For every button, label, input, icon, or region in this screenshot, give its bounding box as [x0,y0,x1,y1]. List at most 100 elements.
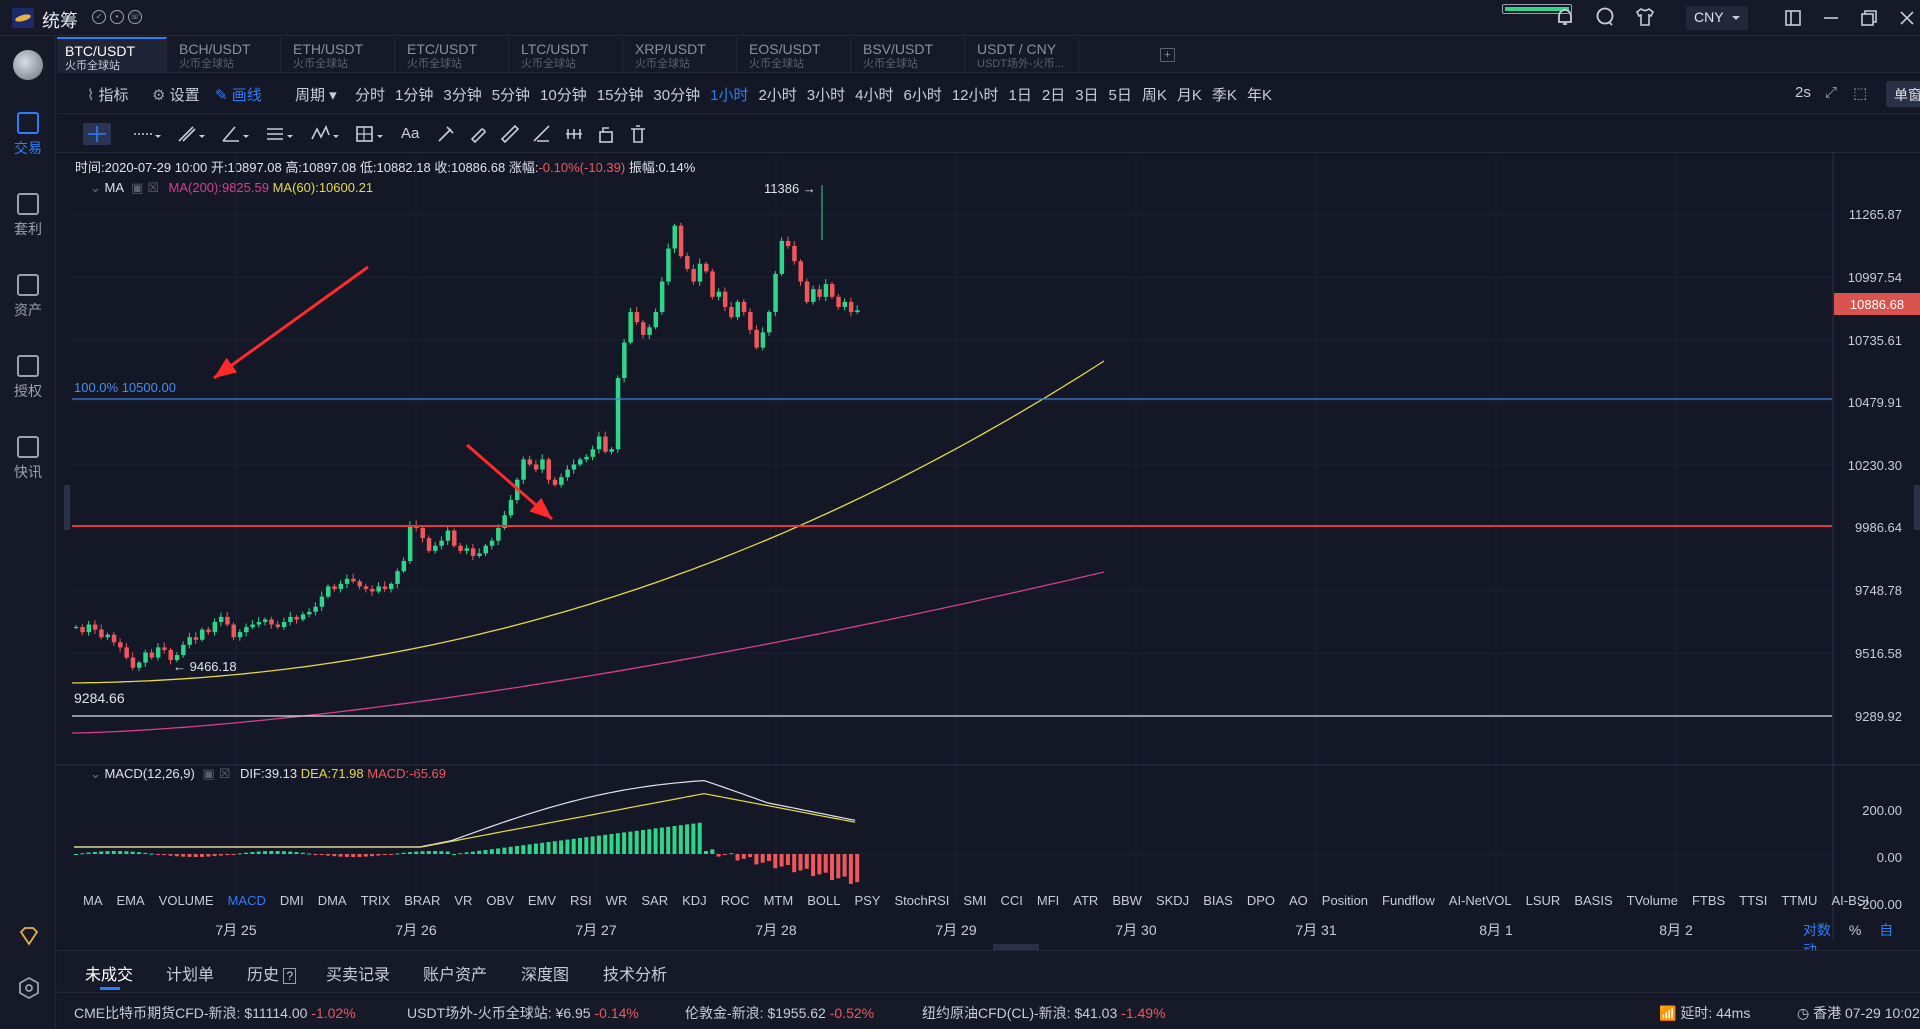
tab-tech-analysis[interactable]: 技术分析 [603,967,668,984]
period-option[interactable]: 3日 [1075,87,1099,104]
drawing-button[interactable]: ✎ 画线 [215,84,262,105]
tab-xrp-usdt[interactable]: XRP/USDT 火币全球站 [627,37,737,73]
period-option[interactable]: 分时 [355,87,386,104]
ticker-item[interactable]: 纽约原油CFD(CL)-新浪: $41.03 -1.49% [922,1003,1166,1023]
tab-bsv-usdt[interactable]: BSV/USDT 火币全球站 [855,37,965,73]
tab-ltc-usdt[interactable]: LTC/USDT 火币全球站 [513,37,623,73]
tab-depth-chart[interactable]: 深度图 [521,967,570,984]
tab-open-orders[interactable]: 未成交 [85,961,133,990]
period-option[interactable]: 季K [1211,87,1237,104]
crosshair-icon[interactable] [83,123,111,145]
indicator-option[interactable]: TRIX [360,893,391,908]
tab-history[interactable]: 历史 ? [247,961,297,985]
measure-tool-icon[interactable] [563,123,585,145]
add-tab-button[interactable]: + [1160,48,1175,62]
tab-usdt-cny[interactable]: USDT / CNY USDT场外-火币... [969,37,1079,73]
indicator-option[interactable]: KDJ [682,893,707,908]
sidebar-item-news[interactable]: 快讯 [0,428,56,498]
percent-scale-toggle[interactable]: % [1848,922,1862,938]
period-option[interactable]: 3小时 [806,87,846,104]
indicator-option[interactable]: DMA [317,893,347,908]
indicator-option[interactable]: BIAS [1203,893,1233,908]
tab-eos-usdt[interactable]: EOS/USDT 火币全球站 [741,37,851,73]
tab-plan-orders[interactable]: 计划单 [166,967,215,984]
tab-bch-usdt[interactable]: BCH/USDT 火币全球站 [171,37,281,73]
indicator-option[interactable]: StochRSI [894,893,950,908]
period-option[interactable]: 5日 [1108,87,1132,104]
indicator-option[interactable]: VR [454,893,473,908]
tab-etc-usdt[interactable]: ETC/USDT 火币全球站 [399,37,509,73]
indicator-option[interactable]: EMA [116,893,145,908]
period-option[interactable]: 2小时 [758,87,797,104]
ticker-item[interactable]: USDT场外-火币全球站: ¥6.95 -0.14% [407,1003,639,1023]
sidebar-item-trade[interactable]: 交易 [0,104,56,174]
indicator-option[interactable]: AI-NetVOL [1448,893,1512,908]
parallel-tool-icon[interactable] [263,123,293,145]
indicator-option[interactable]: MTM [763,893,794,908]
brush-tool-icon[interactable] [435,123,457,145]
period-option[interactable]: 2日 [1041,87,1066,104]
period-option[interactable]: 1小时 [710,87,749,104]
settings-button[interactable]: ⚙ 设置 [152,84,200,105]
indicator-option[interactable]: TTSI [1739,893,1768,908]
period-option[interactable]: 3分钟 [443,87,482,104]
ruler-tool-icon[interactable] [499,123,521,145]
close-icon[interactable]: ☒ [147,180,159,195]
indicator-option[interactable]: WR [605,893,628,908]
indicator-option[interactable]: Fundflow [1382,893,1435,908]
shirt-icon[interactable] [1634,6,1656,28]
period-option[interactable]: 年K [1246,87,1272,104]
indicator-option[interactable]: AI-BSI [1831,893,1870,908]
indicator-option[interactable]: TVolume [1626,893,1678,908]
window-mode-select[interactable]: 单窗口 ▾ [1886,81,1920,107]
period-option[interactable]: 1日 [1008,87,1032,104]
indicator-option[interactable]: DPO [1246,893,1275,908]
screenshot-icon[interactable]: ⬚ [1853,85,1868,102]
period-option[interactable]: 周K [1141,87,1167,104]
ticker-item[interactable]: CME比特币期货CFD-新浪: $11114.00 -1.02% [74,1003,356,1023]
period-option[interactable]: 5分钟 [491,87,531,104]
popout-icon[interactable] [1783,8,1803,28]
period-option[interactable]: 4小时 [855,87,894,104]
period-select[interactable]: 周期 ▾ [295,87,337,104]
period-option[interactable]: 12小时 [951,87,999,104]
indicator-option[interactable]: VOLUME [158,893,214,908]
close-icon[interactable]: ☒ [218,766,231,781]
chat-icon[interactable] [1594,6,1616,28]
period-option[interactable]: 1分钟 [395,87,434,104]
tab-account-assets[interactable]: 账户资产 [423,967,488,984]
indicator-option[interactable]: BRAR [404,893,441,908]
gear-icon[interactable]: ▣ [130,180,144,195]
indicator-option[interactable]: BBW [1112,893,1142,908]
indicator-option[interactable]: RSI [570,893,592,908]
indicator-option[interactable]: MACD [227,893,266,908]
tab-eth-usdt[interactable]: ETH/USDT 火币全球站 [285,37,395,73]
indicator-option[interactable]: SKDJ [1155,893,1190,908]
collapse-icon[interactable]: ⌄ [90,180,105,195]
bell-icon[interactable] [1554,6,1576,28]
gear-icon[interactable]: ▣ [202,766,215,781]
lock-tool-icon[interactable] [595,123,617,145]
trash-icon[interactable] [627,123,649,145]
diamond-icon[interactable] [17,924,41,948]
indicator-option[interactable]: ATR [1073,893,1099,908]
indicator-option[interactable]: FTBS [1691,893,1726,908]
trendline-tool-icon[interactable] [175,123,205,145]
ticker-item[interactable]: 伦敦金-新浪: $1955.62 -0.52% [685,1003,874,1023]
sidebar-item-arbitrage[interactable]: 套利 [0,185,56,255]
minimize-icon[interactable] [1821,8,1841,28]
wave-tool-icon[interactable] [309,123,339,145]
refresh-rate[interactable]: 2s [1795,84,1811,101]
indicator-option[interactable]: OBV [486,893,514,908]
period-option[interactable]: 6小时 [903,87,942,104]
indicator-option[interactable]: LSUR [1525,893,1561,908]
log-scale-toggle[interactable]: 对数 [1803,922,1831,938]
collapse-icon[interactable]: ⌄ [90,766,105,781]
indicator-option[interactable]: CCI [1000,893,1023,908]
sidebar-item-auth[interactable]: 授权 [0,347,56,417]
period-option[interactable]: 15分钟 [596,87,644,104]
settings-hex-icon[interactable] [17,976,41,1000]
currency-select[interactable]: CNY [1686,6,1748,30]
indicator-option[interactable]: DMI [279,893,304,908]
indicator-option[interactable]: SAR [641,893,669,908]
